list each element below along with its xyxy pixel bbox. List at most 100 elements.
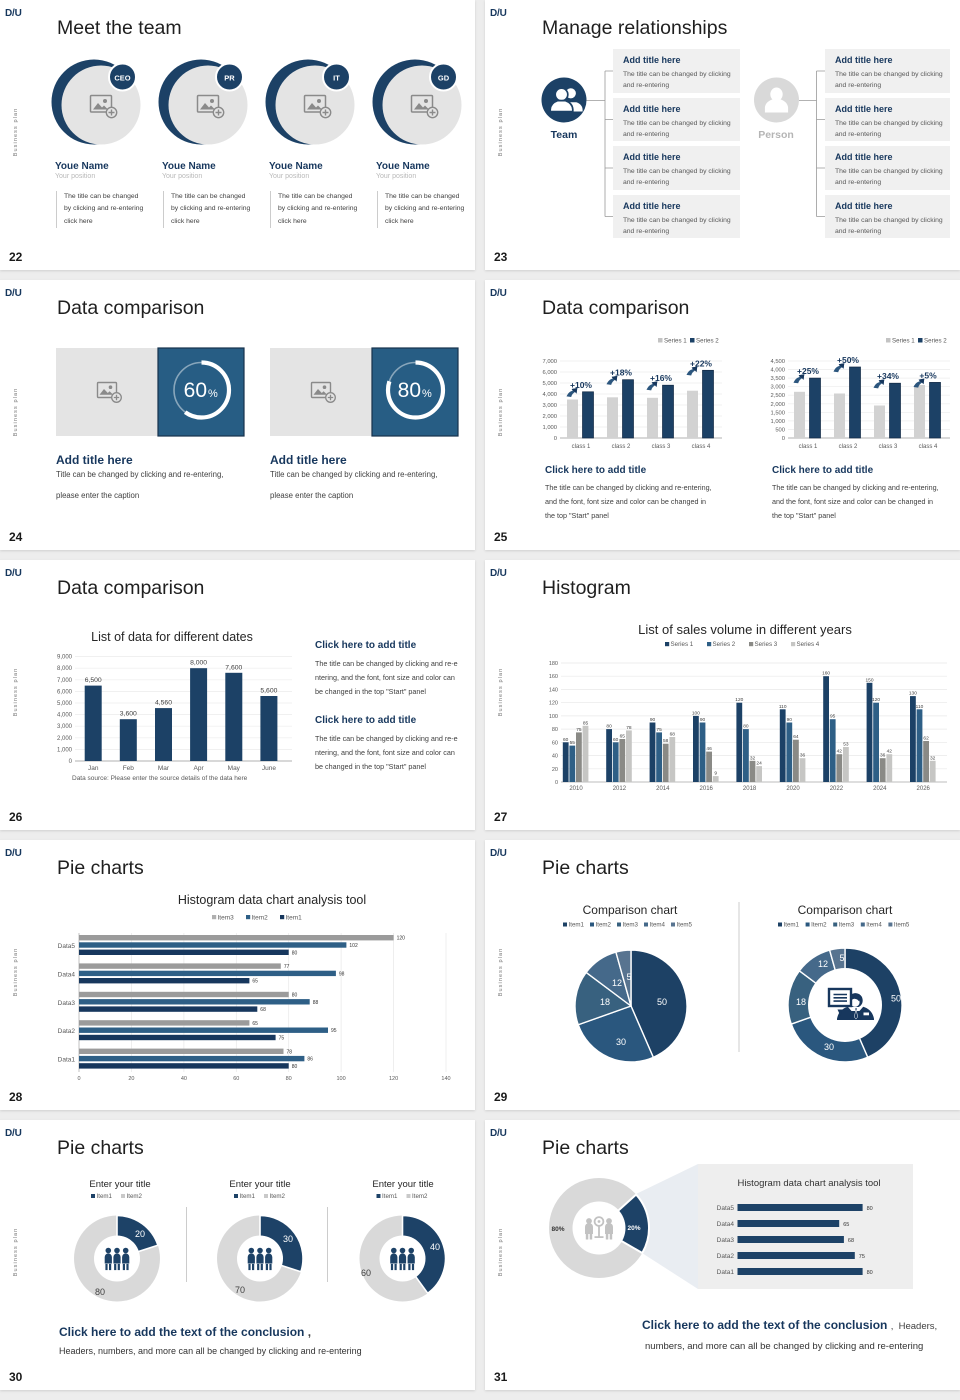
svg-text:120: 120	[872, 697, 880, 703]
svg-text:Data1: Data1	[58, 1057, 76, 1064]
svg-text:58: 58	[663, 738, 669, 744]
svg-text:7,600: 7,600	[225, 664, 242, 671]
svg-text:24: 24	[756, 761, 762, 767]
svg-text:80: 80	[867, 1270, 873, 1276]
svg-text:150: 150	[865, 677, 873, 683]
svg-text:50: 50	[657, 997, 667, 1007]
svg-text:Data5: Data5	[717, 1205, 735, 1212]
svg-text:0: 0	[77, 1076, 80, 1082]
svg-text:78: 78	[287, 1049, 293, 1055]
svg-text:98: 98	[339, 971, 345, 977]
svg-text:3,000: 3,000	[57, 724, 73, 730]
svg-text:64: 64	[793, 734, 799, 740]
svg-text:class 1: class 1	[572, 444, 591, 450]
svg-text:Series 1: Series 1	[664, 338, 687, 345]
svg-text:60: 60	[233, 1076, 239, 1082]
svg-text:4,500: 4,500	[770, 359, 785, 365]
svg-text:68: 68	[260, 1007, 266, 1013]
svg-text:Item3: Item3	[623, 922, 639, 929]
svg-text:20%: 20%	[627, 1225, 640, 1232]
svg-text:3,500: 3,500	[770, 376, 785, 382]
svg-text:2018: 2018	[743, 786, 757, 792]
svg-text:80: 80	[286, 1076, 292, 1082]
svg-text:80: 80	[95, 1287, 105, 1297]
svg-text:June: June	[262, 765, 276, 772]
svg-text:Item1: Item1	[240, 1193, 256, 1200]
svg-text:40: 40	[430, 1242, 440, 1252]
svg-text:Item2: Item2	[811, 922, 827, 929]
svg-text:Data4: Data4	[717, 1221, 735, 1228]
svg-text:65: 65	[252, 979, 258, 985]
svg-text:2,000: 2,000	[542, 414, 557, 420]
svg-text:CEO: CEO	[114, 74, 130, 83]
svg-text:30: 30	[824, 1042, 834, 1052]
svg-text:80: 80	[292, 1064, 298, 1070]
svg-text:75: 75	[656, 727, 662, 733]
svg-text:120: 120	[389, 1076, 398, 1082]
svg-text:Item5: Item5	[894, 922, 910, 929]
svg-text:20: 20	[128, 1076, 134, 1082]
svg-text:60: 60	[613, 737, 619, 743]
svg-text:90: 90	[700, 717, 706, 723]
svg-text:86: 86	[307, 1057, 313, 1063]
svg-text:Data2: Data2	[58, 1028, 76, 1035]
svg-text:4,560: 4,560	[155, 700, 172, 707]
svg-text:Apr: Apr	[194, 765, 205, 772]
svg-text:+25%: +25%	[797, 366, 819, 376]
svg-text:42: 42	[887, 749, 893, 755]
svg-text:Item1: Item1	[382, 1193, 398, 1200]
svg-text:Data3: Data3	[58, 1000, 76, 1007]
svg-text:May: May	[228, 765, 241, 772]
svg-text:Item2: Item2	[127, 1193, 143, 1200]
svg-text:42: 42	[837, 749, 843, 755]
svg-text:40: 40	[552, 754, 558, 760]
svg-text:Item1: Item1	[286, 914, 303, 921]
svg-text:80%: 80%	[551, 1226, 564, 1233]
svg-text:95: 95	[331, 1028, 337, 1034]
svg-text:60: 60	[361, 1268, 371, 1278]
svg-text:2022: 2022	[830, 786, 844, 792]
svg-text:6,500: 6,500	[85, 677, 102, 684]
svg-text:100: 100	[549, 714, 558, 720]
svg-text:Item2: Item2	[252, 914, 269, 921]
svg-text:+22%: +22%	[690, 358, 712, 368]
svg-text:Item4: Item4	[866, 922, 882, 929]
svg-text:102: 102	[349, 943, 358, 949]
svg-text:class 3: class 3	[879, 444, 898, 450]
svg-text:65: 65	[620, 734, 626, 740]
svg-text:36: 36	[880, 753, 886, 759]
svg-text:Series 2: Series 2	[713, 641, 736, 648]
svg-text:36: 36	[800, 753, 806, 759]
svg-text:60: 60	[552, 740, 558, 746]
svg-text:5: 5	[839, 953, 844, 963]
svg-text:20: 20	[135, 1229, 145, 1239]
svg-text:+10%: +10%	[570, 380, 592, 390]
svg-text:65: 65	[843, 1222, 849, 1228]
svg-text:140: 140	[549, 687, 558, 693]
svg-text:+50%: +50%	[837, 355, 859, 365]
svg-text:Item2: Item2	[270, 1193, 286, 1200]
svg-text:Feb: Feb	[123, 765, 135, 772]
svg-text:Series 3: Series 3	[755, 641, 778, 648]
svg-text:9: 9	[714, 771, 717, 777]
svg-text:3,000: 3,000	[542, 403, 557, 409]
svg-text:120: 120	[735, 697, 743, 703]
svg-text:53: 53	[843, 742, 849, 748]
svg-text:class 1: class 1	[799, 444, 818, 450]
svg-text:Series 2: Series 2	[924, 338, 947, 345]
svg-text:Item3: Item3	[218, 914, 235, 921]
svg-text:0: 0	[782, 436, 785, 442]
svg-text:+34%: +34%	[877, 371, 899, 381]
svg-text:2026: 2026	[917, 786, 931, 792]
svg-text:2016: 2016	[700, 786, 714, 792]
svg-text:55: 55	[570, 740, 576, 746]
svg-text:5,000: 5,000	[542, 381, 557, 387]
svg-text:Item5: Item5	[677, 922, 693, 929]
svg-text:12: 12	[818, 959, 828, 969]
svg-text:95: 95	[830, 714, 836, 720]
svg-text:2,000: 2,000	[57, 736, 73, 742]
svg-text:160: 160	[549, 674, 558, 680]
svg-text:1,000: 1,000	[57, 747, 73, 753]
svg-text:60: 60	[563, 737, 569, 743]
svg-text:class 2: class 2	[839, 444, 858, 450]
